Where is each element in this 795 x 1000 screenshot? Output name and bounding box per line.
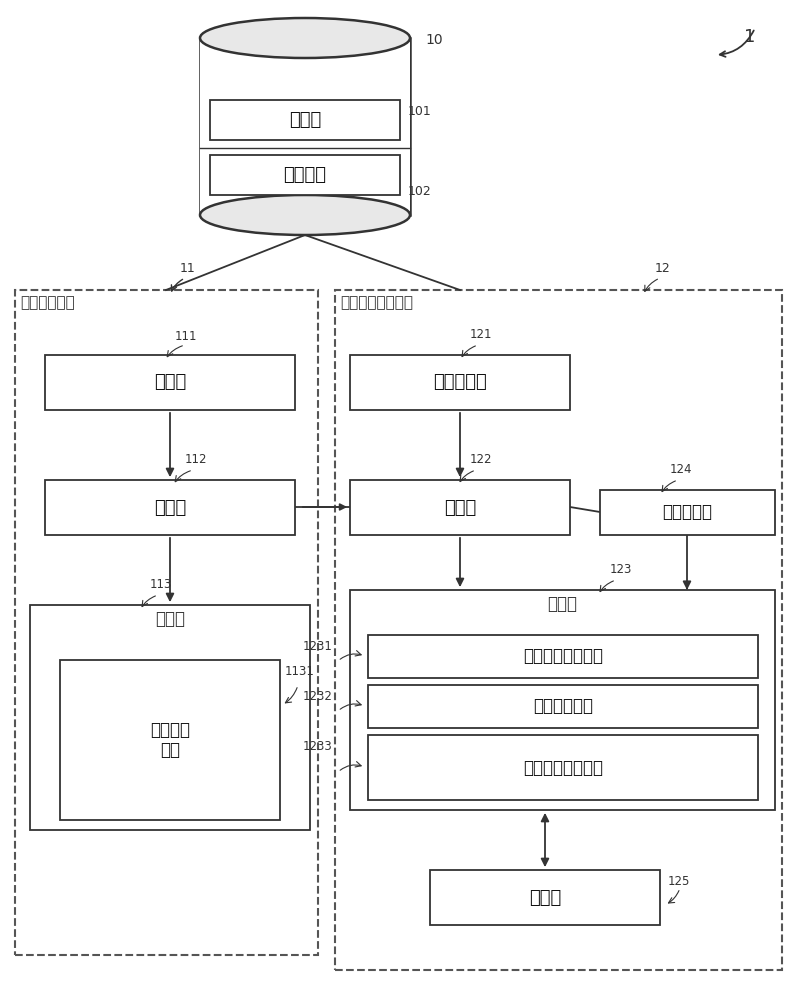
Text: 112: 112 [185, 453, 207, 466]
Text: 判定部: 判定部 [529, 889, 561, 906]
Text: 对话数据: 对话数据 [284, 166, 327, 184]
FancyBboxPatch shape [368, 635, 758, 678]
Text: 125: 125 [668, 875, 690, 888]
FancyBboxPatch shape [45, 480, 295, 535]
Text: 学习结果
信息: 学习结果 信息 [150, 721, 190, 759]
Text: 124: 124 [670, 463, 692, 476]
FancyBboxPatch shape [350, 590, 775, 810]
FancyBboxPatch shape [15, 290, 318, 955]
FancyBboxPatch shape [210, 155, 400, 195]
Text: 说话继续判定结果: 说话继续判定结果 [523, 759, 603, 776]
Ellipse shape [200, 195, 410, 235]
FancyBboxPatch shape [600, 490, 775, 535]
FancyBboxPatch shape [430, 870, 660, 925]
FancyBboxPatch shape [45, 355, 295, 410]
FancyBboxPatch shape [350, 480, 570, 535]
Text: 11: 11 [180, 262, 196, 275]
FancyBboxPatch shape [368, 735, 758, 800]
Text: 状况取得部: 状况取得部 [662, 504, 712, 522]
Text: 1: 1 [744, 28, 756, 46]
Text: 102: 102 [408, 185, 432, 198]
Text: 1233: 1233 [303, 740, 333, 753]
Text: 113: 113 [150, 578, 173, 591]
Text: 说话继续判定装置: 说话继续判定装置 [340, 295, 413, 310]
Text: 推定部: 推定部 [444, 498, 476, 516]
FancyBboxPatch shape [350, 355, 570, 410]
Text: 1232: 1232 [303, 690, 333, 703]
Text: 对话取得部: 对话取得部 [433, 373, 487, 391]
FancyBboxPatch shape [368, 685, 758, 728]
Text: 1231: 1231 [303, 640, 333, 653]
Text: 学习处理装置: 学习处理装置 [20, 295, 75, 310]
Text: 取得部: 取得部 [154, 373, 186, 391]
Text: 语料库: 语料库 [289, 111, 321, 129]
FancyBboxPatch shape [60, 660, 280, 820]
FancyBboxPatch shape [30, 605, 310, 830]
FancyBboxPatch shape [200, 38, 410, 215]
Text: 122: 122 [470, 453, 492, 466]
Text: 应答延迟推定结果: 应答延迟推定结果 [523, 648, 603, 666]
Text: 用户状况信息: 用户状况信息 [533, 698, 593, 716]
Text: 1131: 1131 [285, 665, 315, 678]
Text: 存储部: 存储部 [547, 595, 577, 613]
Text: 101: 101 [408, 105, 432, 118]
FancyBboxPatch shape [335, 290, 782, 970]
Text: 12: 12 [655, 262, 671, 275]
Text: 学习部: 学习部 [154, 498, 186, 516]
Text: 121: 121 [470, 328, 492, 341]
Text: 存储部: 存储部 [155, 610, 185, 628]
Text: 111: 111 [175, 330, 197, 343]
Text: 10: 10 [425, 33, 443, 47]
Ellipse shape [200, 18, 410, 58]
FancyBboxPatch shape [210, 100, 400, 140]
Text: 123: 123 [610, 563, 632, 576]
